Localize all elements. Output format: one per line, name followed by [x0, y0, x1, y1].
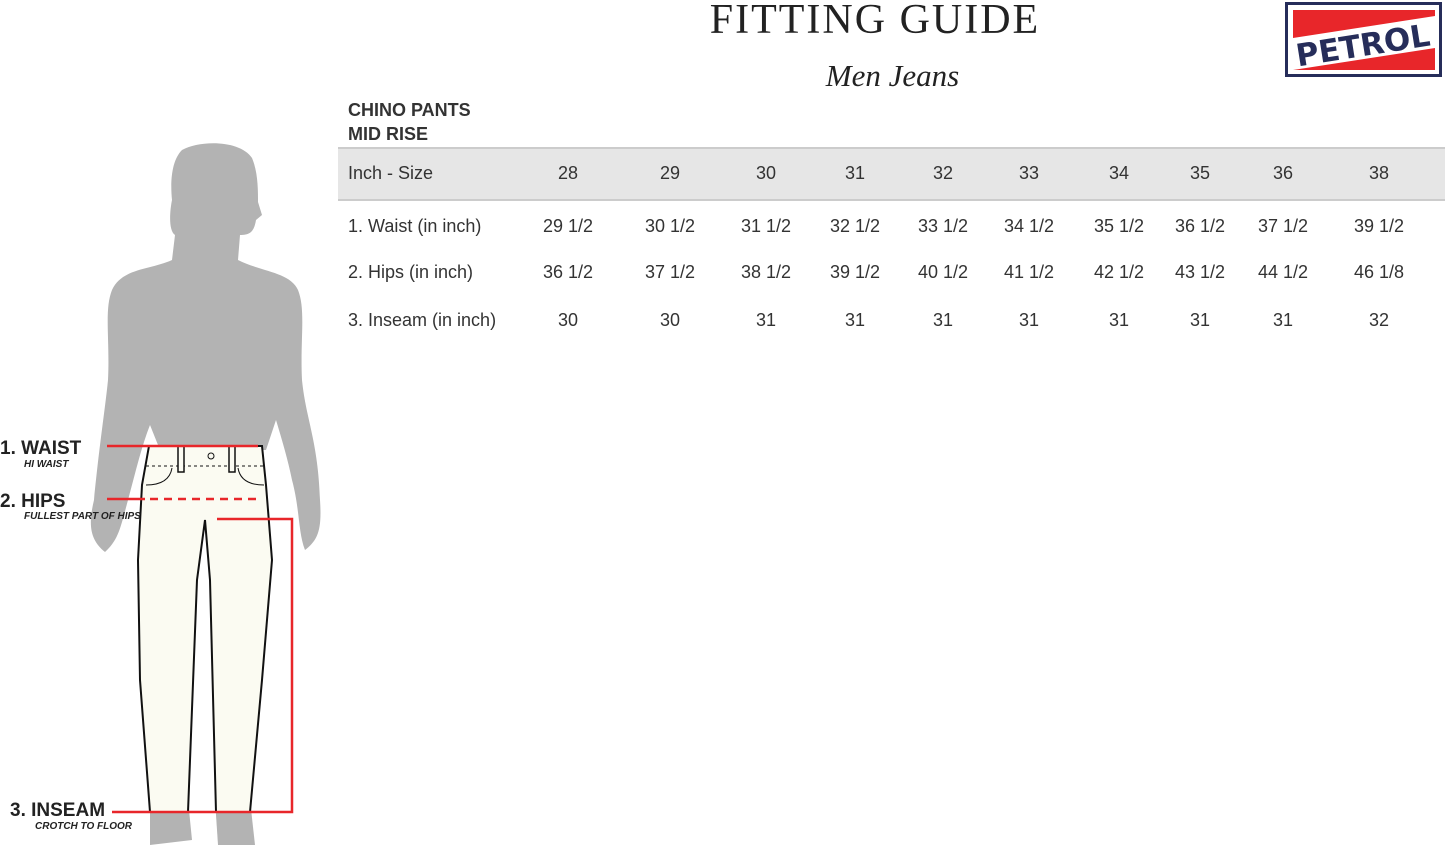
table-cell: 29 1/2: [542, 216, 594, 236]
waist-label: 1. WAIST: [0, 438, 82, 459]
hips-note: FULLEST PART OF HIPS: [24, 511, 141, 522]
page-title: FITTING GUIDE: [709, 0, 1041, 43]
table-cell: 34 1/2: [1003, 216, 1055, 236]
table-cell: 31: [755, 310, 777, 330]
size-header-label: Inch - Size: [348, 163, 434, 183]
table-cell: 40 1/2: [917, 262, 969, 282]
size-header-cell: 29: [659, 163, 681, 183]
table-cell: 33 1/2: [917, 216, 969, 236]
table-cell: 39 1/2: [1353, 216, 1405, 236]
product-name: CHINO PANTS: [348, 100, 471, 120]
size-header-cell: 31: [844, 163, 866, 183]
table-cell: 30: [659, 310, 681, 330]
table-cell: 36 1/2: [542, 262, 594, 282]
table-cell: 31 1/2: [740, 216, 792, 236]
row-label: 3. Inseam (in inch): [348, 310, 497, 330]
size-header-cell: 36: [1272, 163, 1294, 183]
body-figure: [90, 143, 321, 845]
size-header-cell: 32: [932, 163, 954, 183]
petrol-logo: PETROL: [1285, 2, 1442, 77]
table-cell: 35 1/2: [1093, 216, 1145, 236]
size-header-cell: 34: [1108, 163, 1130, 183]
size-header-cell: 30: [755, 163, 777, 183]
table-cell: 31: [844, 310, 866, 330]
table-cell: 31: [932, 310, 954, 330]
table-cell: 30 1/2: [644, 216, 696, 236]
page-subtitle: Men Jeans: [825, 58, 960, 93]
table-cell: 37 1/2: [644, 262, 696, 282]
waist-note: HI WAIST: [24, 459, 69, 470]
table-cell: 36 1/2: [1174, 216, 1226, 236]
table-cell: 44 1/2: [1257, 262, 1309, 282]
table-cell: 32 1/2: [829, 216, 881, 236]
measurement-lines: [107, 444, 294, 814]
pants-icon: [136, 445, 274, 813]
table-cell: 31: [1272, 310, 1294, 330]
table-cell: 32: [1368, 310, 1390, 330]
inseam-note: CROTCH TO FLOOR: [35, 821, 133, 832]
table-cell: 31: [1108, 310, 1130, 330]
table-cell: 31: [1018, 310, 1040, 330]
size-header-cell: 38: [1368, 163, 1390, 183]
row-label: 2. Hips (in inch): [348, 262, 474, 282]
table-cell: 42 1/2: [1093, 262, 1145, 282]
table-cell: 41 1/2: [1003, 262, 1055, 282]
table-cell: 39 1/2: [829, 262, 881, 282]
product-rise: MID RISE: [348, 124, 429, 144]
table-cell: 30: [557, 310, 579, 330]
size-header-row: [338, 147, 1445, 201]
table-cell: 38 1/2: [740, 262, 792, 282]
table-cell: 37 1/2: [1257, 216, 1309, 236]
row-label: 1. Waist (in inch): [348, 216, 482, 236]
table-cell: 31: [1189, 310, 1211, 330]
table-cell: 43 1/2: [1174, 262, 1226, 282]
hips-label: 2. HIPS: [0, 491, 66, 512]
size-header-cell: 28: [557, 163, 579, 183]
table-cell: 46 1/8: [1353, 262, 1405, 282]
size-header-cell: 35: [1189, 163, 1211, 183]
size-header-cell: 33: [1018, 163, 1040, 183]
inseam-label: 3. INSEAM: [10, 800, 106, 821]
